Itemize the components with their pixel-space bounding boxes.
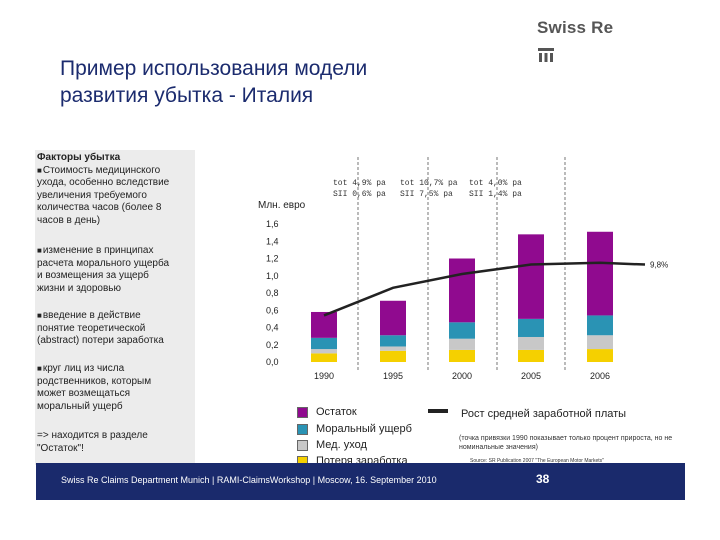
loss-factors-heading: Факторы убытка (37, 152, 121, 163)
line-end-label: 9,8% (650, 261, 668, 270)
loss-factors-block-1: Факторы убытка ■Стоимость медицинского у… (37, 152, 193, 227)
bar-segment (311, 349, 337, 354)
bar-segment (449, 258, 475, 323)
x-tick-label: 2006 (590, 371, 610, 381)
title-line-1: Пример использования модели (60, 57, 368, 80)
y-tick-label: 0,6 (266, 305, 279, 315)
loss-factors-block-4: ■круг лиц из числа родственников, которы… (37, 363, 193, 413)
loss-factors-block-3: ■введение в действие понятие теоретическ… (37, 310, 193, 348)
legend-swatch (297, 439, 308, 451)
source-note: Source: SR Publication 2007 "The Europea… (470, 458, 604, 464)
bullet-icon: ■ (37, 364, 42, 373)
bar-segment (587, 335, 613, 350)
legend-label: Моральный ущерб (316, 423, 412, 435)
bar-segment (587, 231, 613, 316)
growth-rate-total: tot 4,0% pa (469, 179, 522, 188)
legend-line-swatch (428, 409, 448, 413)
bar-segment (311, 353, 337, 362)
legend-label: Остаток (316, 406, 357, 418)
legend-label: Мед. уход (316, 439, 367, 451)
factor-4-line: круг лиц из числа (42, 363, 125, 374)
factor-1-line: увеличения требуемого (37, 189, 147, 201)
wage-growth-legend-title: Рост средней заработной платы (461, 408, 627, 420)
y-tick-label: 0,8 (266, 288, 279, 298)
y-tick-label: 0,0 (266, 357, 279, 367)
growth-rate-total: tot 4,9% pa (333, 179, 386, 188)
factor-4-line: может возмещаться (37, 388, 131, 399)
bar-segment (449, 322, 475, 339)
bar-segment (587, 349, 613, 362)
page-number: 38 (536, 472, 550, 486)
bullet-icon: ■ (37, 246, 42, 255)
bar-segment (518, 234, 544, 319)
legend-item-moral-damage: Моральный ущерб (297, 423, 412, 435)
factor-4-line: моральный ущерб (37, 400, 123, 412)
y-tick-label: 1,0 (266, 271, 279, 281)
factor-2-line: изменение в принципах (42, 245, 154, 256)
bar-segment (449, 338, 475, 350)
x-tick-label: 2000 (452, 371, 472, 381)
y-tick-label: 1,2 (266, 254, 279, 264)
title-line-2: развития убытка - Италия (60, 84, 314, 107)
bar-segment (380, 335, 406, 347)
factor-4-line: родственников, которым (37, 375, 152, 387)
note-line: "Остаток"! (37, 442, 84, 454)
y-tick-label: 1,6 (266, 219, 279, 229)
factor-3-line: введение в действие (42, 310, 141, 321)
factor-2-line: жизни и здоровью (37, 282, 122, 294)
bar-segment (380, 350, 406, 362)
x-tick-label: 1995 (383, 371, 403, 381)
factor-1-line: ухода, особенно вследствие (37, 177, 170, 188)
bar-segment (311, 311, 337, 338)
factor-1-line: Стоимость медицинского (42, 164, 161, 176)
swiss-re-logo-icon (538, 48, 554, 62)
loss-factors-note: => находится в разделе "Остаток"! (37, 430, 193, 455)
factor-1-line: часов в день) (37, 214, 101, 226)
footer-text: Swiss Re Claims Department Munich | RAMI… (61, 475, 437, 485)
x-tick-label: 1990 (314, 371, 334, 381)
legend-swatch (297, 423, 308, 435)
y-tick-label: 1,4 (266, 236, 279, 246)
footer-bar (36, 463, 685, 500)
bar-segment (518, 349, 544, 362)
note-line: => находится в разделе (37, 430, 148, 441)
growth-rate-sii: SII 0,6% pa (333, 190, 386, 199)
factor-2-line: и возмещения за ущерб (37, 270, 149, 281)
legend-swatch (297, 406, 308, 418)
page-title: Пример использования модели развития убы… (60, 55, 367, 109)
loss-factors-block-2: ■изменение в принципах расчета моральног… (37, 245, 193, 295)
growth-rate-sii: SII 1,4% pa (469, 190, 522, 199)
legend-item-medical-care: Мед. уход (297, 439, 367, 451)
bullet-icon: ■ (37, 311, 42, 320)
bar-segment (311, 337, 337, 350)
bar-segment (518, 336, 544, 350)
factor-2-line: расчета морального ущерба (37, 257, 170, 269)
factor-1-line: количества часов (более 8 (37, 202, 162, 213)
y-tick-label: 0,2 (266, 340, 279, 350)
wage-growth-legend-note: (точка привязки 1990 показывает только п… (459, 435, 673, 451)
wage-growth-line (323, 261, 646, 317)
x-tick-label: 2005 (521, 371, 541, 381)
growth-rate-sii: SII 7,5% pa (400, 190, 453, 199)
bar-segment (380, 346, 406, 351)
bar-segment (587, 315, 613, 336)
y-tick-label: 0,4 (266, 323, 279, 333)
loss-factors-panel (35, 150, 195, 465)
swiss-re-logo-text: Swiss Re (537, 18, 614, 37)
bullet-icon: ■ (37, 165, 42, 175)
factor-3-line: понятие теоретической (37, 322, 146, 334)
bar-segment (449, 349, 475, 362)
factor-3-line: (abstract) потери заработка (37, 335, 164, 346)
bar-segment (380, 300, 406, 336)
growth-rate-total: tot 10,7% pa (400, 179, 458, 188)
y-axis-label: Млн. евро (258, 200, 306, 211)
bar-segment (518, 318, 544, 337)
legend-item-remainder: Остаток (297, 406, 357, 418)
